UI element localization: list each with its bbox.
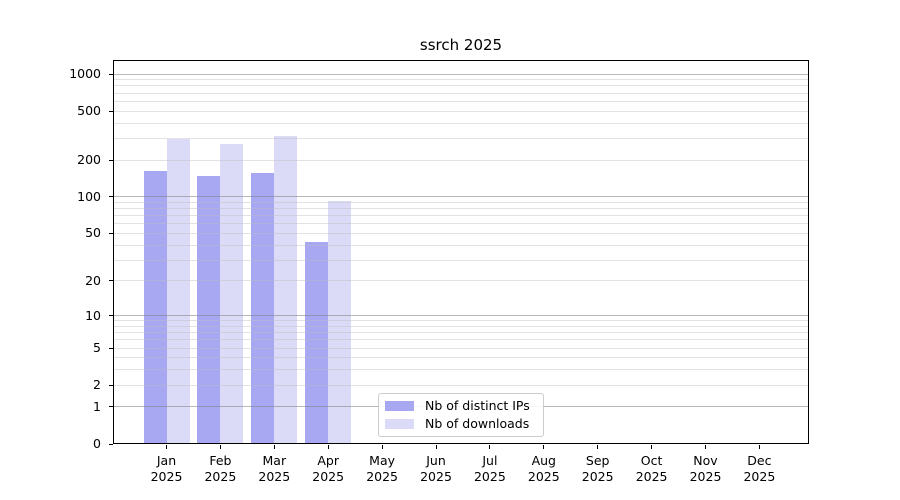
- x-tick-mark: [651, 445, 653, 449]
- x-tick-mark: [381, 445, 383, 449]
- x-tick-label-apr: Apr 2025: [312, 453, 345, 484]
- x-tick-label-may: May 2025: [366, 453, 398, 484]
- y-tick-mark: [109, 196, 113, 198]
- y-gridline-30: [114, 259, 808, 261]
- y-gridline-300: [114, 137, 808, 139]
- y-gridline-20: [114, 280, 808, 282]
- y-tick-label-50: 50: [85, 225, 101, 241]
- bar-distinct-ips-apr: [305, 241, 329, 443]
- y-gridline-600: [114, 100, 808, 102]
- bar-distinct-ips-mar: [251, 172, 275, 443]
- y-tick-label-5: 5: [93, 340, 101, 356]
- x-tick-label-feb: Feb 2025: [204, 453, 237, 484]
- y-gridline-900: [114, 79, 808, 81]
- y-gridline-6: [114, 339, 808, 341]
- y-gridline-2: [114, 384, 808, 386]
- x-tick-mark: [273, 445, 275, 449]
- y-gridline-3: [114, 369, 808, 371]
- x-tick-label-mar: Mar 2025: [258, 453, 291, 484]
- y-tick-mark: [109, 280, 113, 282]
- x-tick-mark: [597, 445, 599, 449]
- chart-title: ssrch 2025: [419, 36, 503, 54]
- x-tick-mark: [543, 445, 545, 449]
- y-tick-label-10: 10: [85, 307, 101, 323]
- x-tick-mark: [758, 445, 760, 449]
- y-tick-label-500: 500: [77, 103, 101, 119]
- legend-swatch-distinct-ips-icon: [385, 401, 414, 412]
- y-gridline-60: [114, 223, 808, 225]
- x-tick-label-aug: Aug 2025: [527, 453, 560, 484]
- bar-distinct-ips-feb: [197, 175, 221, 443]
- x-tick-label-nov: Nov 2025: [689, 453, 722, 484]
- bar-downloads-apr: [328, 201, 352, 443]
- y-gridline-800: [114, 85, 808, 87]
- y-tick-mark: [109, 73, 113, 75]
- x-tick-mark: [166, 445, 167, 449]
- y-gridline-4: [114, 357, 808, 359]
- legend: Nb of distinct IPs Nb of downloads: [378, 393, 544, 437]
- y-tick-label-1000: 1000: [69, 66, 101, 82]
- y-tick-mark: [109, 232, 113, 234]
- y-tick-mark: [109, 315, 113, 317]
- bar-downloads-jan: [166, 138, 190, 443]
- x-tick-label-jul: Jul 2025: [473, 453, 506, 484]
- y-tick-mark: [109, 443, 113, 445]
- y-gridline-8: [114, 325, 808, 327]
- y-gridline-7: [114, 332, 808, 334]
- y-gridline-100: [114, 196, 808, 198]
- x-tick-mark: [435, 445, 437, 449]
- legend-swatch-downloads-icon: [385, 418, 414, 429]
- y-gridline-400: [114, 122, 808, 124]
- y-tick-label-0: 0: [93, 436, 101, 451]
- y-gridline-50: [114, 232, 808, 234]
- y-tick-label-200: 200: [77, 152, 101, 167]
- y-gridline-40: [114, 244, 808, 246]
- y-tick-mark: [109, 159, 113, 161]
- x-tick-label-sep: Sep 2025: [581, 453, 614, 484]
- y-tick-label-1: 1: [93, 398, 101, 414]
- y-tick-label-20: 20: [85, 272, 101, 288]
- y-tick-mark: [109, 347, 113, 349]
- x-tick-mark: [489, 445, 491, 449]
- x-tick-label-oct: Oct 2025: [635, 453, 668, 484]
- plot-area: [113, 60, 809, 444]
- legend-label-downloads: Nb of downloads: [425, 415, 530, 431]
- y-gridline-500: [114, 110, 808, 112]
- legend-label-distinct-ips: Nb of distinct IPs: [425, 398, 530, 414]
- y-tick-label-100: 100: [77, 188, 101, 204]
- y-gridline-70: [114, 215, 808, 217]
- y-gridline-80: [114, 208, 808, 210]
- bar-distinct-ips-jan: [143, 170, 167, 443]
- legend-item-distinct-ips: Nb of distinct IPs: [385, 399, 537, 413]
- x-tick-label-jan: Jan 2025: [150, 453, 183, 484]
- y-tick-mark: [109, 384, 113, 386]
- y-gridline-9: [114, 320, 808, 322]
- y-tick-label-2: 2: [93, 377, 101, 393]
- bar-downloads-mar: [274, 136, 298, 443]
- y-gridline-10: [114, 315, 808, 317]
- x-tick-mark: [327, 445, 329, 449]
- y-tick-mark: [109, 406, 113, 408]
- y-gridline-200: [114, 159, 808, 161]
- y-gridline-5: [114, 347, 808, 349]
- y-tick-mark: [109, 110, 113, 112]
- y-gridline-700: [114, 92, 808, 94]
- legend-item-downloads: Nb of downloads: [385, 415, 537, 431]
- x-tick-mark: [705, 445, 706, 449]
- y-gridline-90: [114, 201, 808, 203]
- x-tick-mark: [219, 445, 221, 449]
- y-gridline-1000: [114, 73, 808, 75]
- bar-downloads-feb: [220, 143, 244, 443]
- x-tick-label-jun: Jun 2025: [420, 453, 452, 484]
- x-tick-label-dec: Dec 2025: [743, 453, 776, 484]
